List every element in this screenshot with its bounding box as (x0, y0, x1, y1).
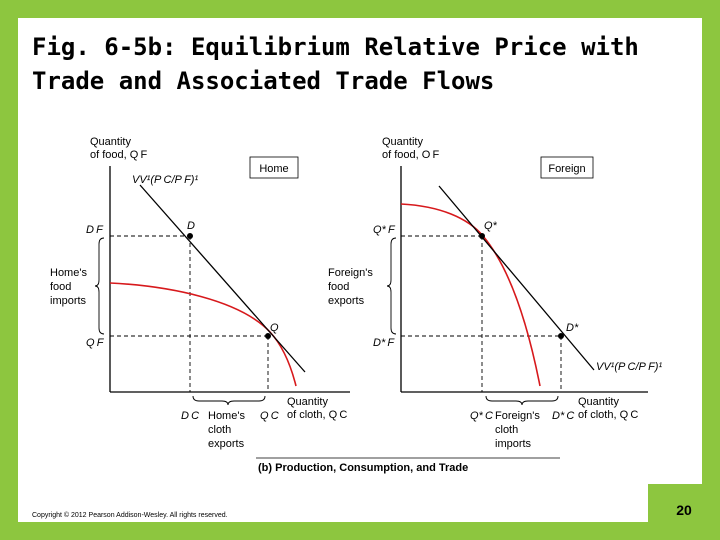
home-point-d (187, 233, 193, 239)
left-accent-bar (0, 0, 18, 540)
foreign-isovalue-line (438, 185, 595, 371)
home-exports-label-3: exports (208, 438, 245, 450)
home-point-q-label: Q (270, 322, 279, 334)
home-isovalue-line (139, 184, 306, 373)
home-ppf-curve (109, 282, 297, 387)
home-panel: Home Quantity of food, Q F Quantity of c… (50, 136, 350, 450)
foreign-panel: Foreign Quantity of food, O F Quantity o… (328, 136, 662, 450)
foreign-imports-label-2: cloth (495, 424, 518, 436)
home-exports-label-2: cloth (208, 424, 231, 436)
home-point-q (265, 333, 271, 339)
foreign-x-axis-label-2: of cloth, Q C (578, 409, 638, 421)
foreign-label-box (540, 156, 594, 179)
home-imports-label-1: Home's (50, 267, 87, 279)
top-accent-bar (0, 0, 720, 18)
home-qf-label: Q F (86, 337, 105, 349)
foreign-label: Foreign (548, 163, 585, 175)
foreign-point-q-label: Q* (484, 220, 498, 232)
foreign-dc-label: D* C (552, 410, 574, 422)
foreign-point-d-label: D* (566, 322, 579, 334)
home-imports-brace (94, 237, 105, 335)
home-imports-label-3: imports (50, 295, 87, 307)
foreign-imports-label-1: Foreign's (495, 410, 540, 422)
home-label: Home (259, 163, 288, 175)
home-imports-label-2: food (50, 281, 71, 293)
page-number: 20 (676, 502, 692, 518)
foreign-isovalue-label: VV¹(P C/P F)¹ (596, 361, 662, 373)
copyright-notice: Copyright © 2012 Pearson Addison-Wesley.… (32, 512, 228, 519)
home-df-label: D F (86, 224, 104, 236)
foreign-qc-label: Q* C (470, 410, 493, 422)
figure-caption: (b) Production, Consumption, and Trade (258, 462, 468, 474)
foreign-point-q (479, 233, 485, 239)
foreign-exports-brace (386, 237, 397, 335)
home-dc-label: D C (181, 410, 199, 422)
foreign-imports-label-3: imports (495, 438, 532, 450)
foreign-exports-label-3: exports (328, 295, 365, 307)
home-exports-label-1: Home's (208, 410, 245, 422)
slide-title: Fig. 6-5b: Equilibrium Relative Price wi… (32, 33, 639, 95)
foreign-qf-label: Q* F (373, 224, 396, 236)
home-isovalue-label: VV¹(P C/P F)¹ (132, 174, 198, 186)
right-accent-bar (702, 0, 720, 540)
foreign-exports-label-2: food (328, 281, 349, 293)
foreign-y-axis-label-2: of food, O F (382, 149, 440, 161)
page-number-box (648, 484, 720, 540)
home-y-axis-label-2: of food, Q F (90, 149, 148, 161)
home-y-axis-label-1: Quantity (90, 136, 131, 148)
foreign-exports-label-1: Foreign's (328, 267, 373, 279)
home-point-d-label: D (187, 220, 195, 232)
foreign-imports-brace (485, 395, 559, 406)
foreign-df-label: D* F (373, 337, 395, 349)
foreign-x-axis-label-1: Quantity (578, 396, 619, 408)
home-label-box (249, 156, 299, 179)
home-x-axis-label-2: of cloth, Q C (287, 409, 347, 421)
foreign-ppf-curve (400, 203, 541, 387)
foreign-y-axis-label-1: Quantity (382, 136, 423, 148)
home-exports-brace (192, 395, 266, 406)
home-x-axis-label-1: Quantity (287, 396, 328, 408)
home-qc-label: Q C (260, 410, 279, 422)
bottom-accent-bar (0, 522, 720, 540)
foreign-point-d (558, 333, 564, 339)
